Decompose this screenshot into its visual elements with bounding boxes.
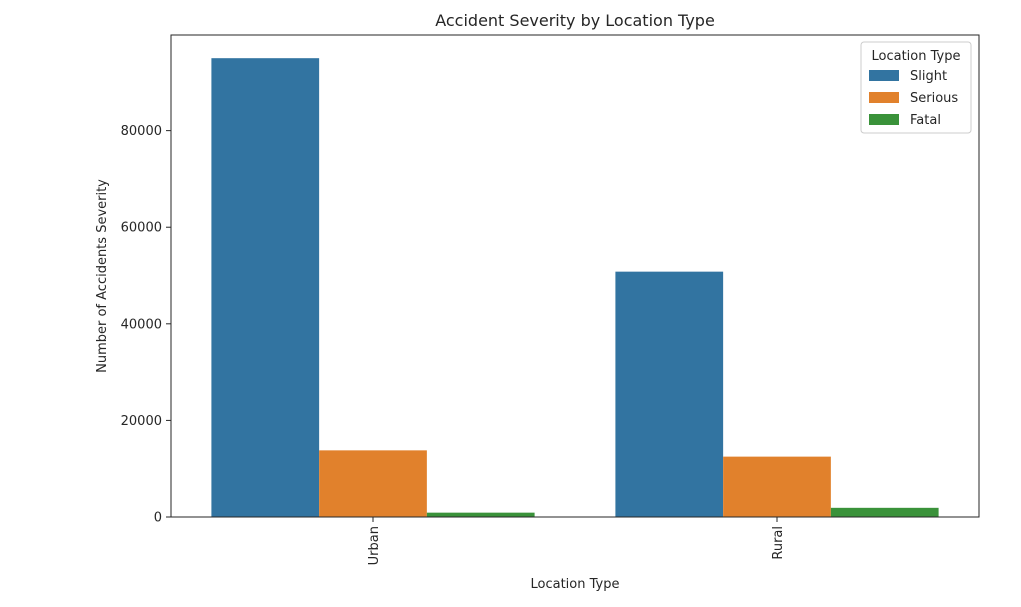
y-axis: 0 20000 40000 60000 80000 [121,124,171,526]
legend-swatch-fatal [869,114,899,125]
x-axis: Urban Rural [367,517,786,565]
legend-swatch-serious [869,92,899,103]
bar-slight-urban [211,58,320,517]
x-axis-label: Location Type [531,577,620,592]
bar-serious-urban [319,450,427,517]
x-tick-label-urban: Urban [367,526,382,565]
legend-label-fatal: Fatal [910,113,941,128]
bar-fatal-rural [830,507,939,517]
legend-title: Location Type [872,49,961,64]
bar-slight-rural [615,271,724,517]
chart-title: Accident Severity by Location Type [435,11,715,30]
bar-fatal-urban [426,512,535,517]
bar-serious-rural [723,456,831,517]
legend: Location Type Slight Serious Fatal [860,41,972,134]
legend-label-slight: Slight [910,69,947,84]
y-tick-label: 80000 [121,124,162,139]
x-tick-label-rural: Rural [771,526,786,560]
plot-frame [170,34,980,518]
y-tick-label: 20000 [121,414,162,429]
y-tick-label: 0 [154,511,162,526]
bars-group [211,58,939,517]
legend-box [860,41,972,134]
y-tick-label: 60000 [121,221,162,236]
legend-label-serious: Serious [910,91,958,106]
y-axis-label: Number of Accidents Severity [95,179,110,373]
legend-swatch-slight [869,70,899,81]
y-tick-label: 40000 [121,317,162,332]
